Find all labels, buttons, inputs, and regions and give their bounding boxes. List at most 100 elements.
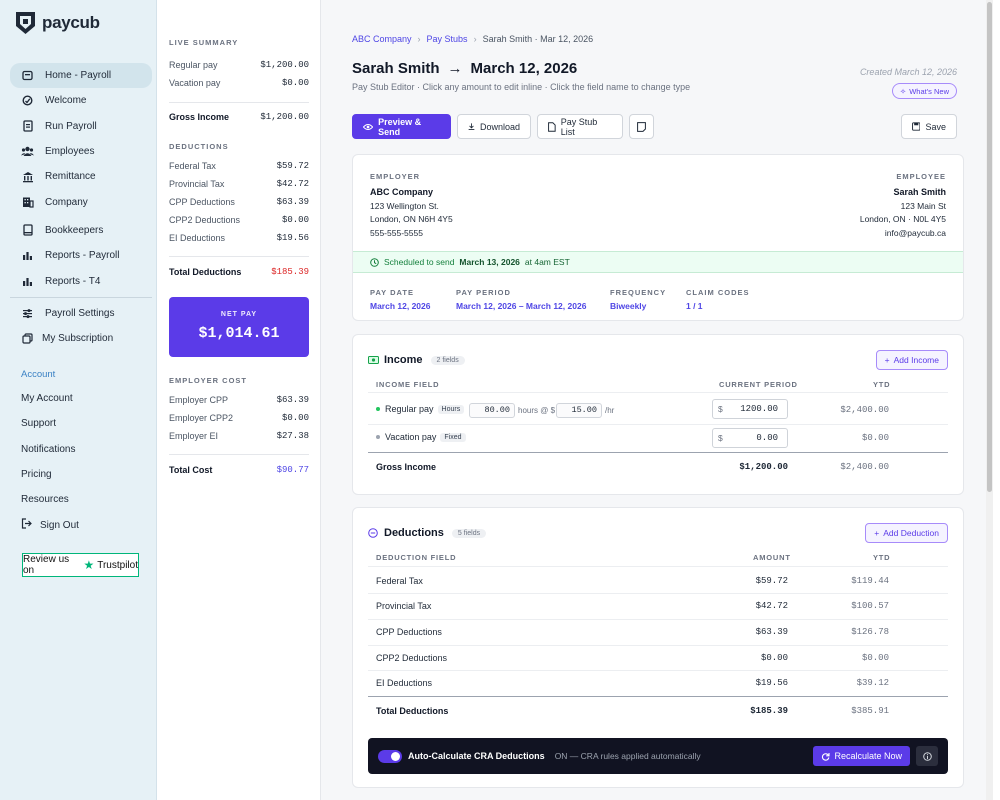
notes-button[interactable] bbox=[629, 114, 654, 139]
download-icon bbox=[468, 123, 475, 130]
download-button[interactable]: Download bbox=[457, 114, 531, 139]
per-hour-text: /hr bbox=[605, 406, 615, 415]
regular-pay-field[interactable]: Regular pay Hours bbox=[376, 404, 465, 414]
sidebar-item-notifications[interactable]: Notifications bbox=[21, 437, 79, 462]
sidebar-item-home-payroll[interactable]: Home - Payroll bbox=[10, 63, 152, 89]
pay-stub-list-button[interactable]: Pay Stub List bbox=[537, 114, 623, 139]
deduction-amount[interactable]: $19.56 bbox=[755, 678, 788, 688]
regular-pay-amount-input[interactable]: $ 1200.00 bbox=[712, 399, 788, 419]
pay-period-value[interactable]: March 12, 2026 – March 12, 2026 bbox=[456, 301, 587, 311]
deduction-label[interactable]: EI Deductions bbox=[376, 678, 433, 688]
deduction-amount[interactable]: $42.72 bbox=[755, 601, 788, 611]
sidebar-item-sign-out[interactable]: Sign Out bbox=[21, 512, 79, 537]
summary-row: Regular pay $1,200.00 bbox=[169, 60, 309, 70]
breadcrumb-pay-stubs[interactable]: Pay Stubs bbox=[426, 34, 468, 44]
bar-chart-icon bbox=[21, 275, 34, 288]
sidebar-item-remittance[interactable]: Remittance bbox=[10, 164, 152, 189]
gross-income-label: Gross Income bbox=[376, 462, 437, 472]
sidebar: paycub Home - Payroll Welcome Run Payrol… bbox=[0, 0, 157, 800]
net-pay-card: NET PAY $1,014.61 bbox=[169, 297, 309, 357]
deduction-label[interactable]: CPP2 Deductions bbox=[376, 653, 448, 663]
trustpilot-review-link[interactable]: Review us on ★ Trustpilot bbox=[22, 553, 139, 577]
trustpilot-prefix: Review us on bbox=[23, 554, 70, 576]
sidebar-item-bookkeepers[interactable]: Bookkeepers bbox=[10, 218, 152, 243]
sidebar-item-company[interactable]: Company bbox=[10, 189, 152, 214]
divider bbox=[169, 256, 309, 257]
sidebar-nav: Home - Payroll Welcome Run Payroll Emplo… bbox=[10, 63, 152, 351]
rate-input[interactable]: 15.00 bbox=[556, 403, 602, 418]
sidebar-item-my-subscription[interactable]: My Subscription bbox=[10, 326, 152, 351]
deduction-amount[interactable]: $59.72 bbox=[755, 576, 788, 586]
hand-icon bbox=[21, 94, 34, 107]
summary-label: Employer CPP2 bbox=[169, 413, 234, 423]
whats-new-button[interactable]: ✧ What's New bbox=[891, 83, 957, 99]
summary-total-deductions-row: Total Deductions $185.39 bbox=[169, 267, 309, 277]
sidebar-item-support[interactable]: Support bbox=[21, 411, 79, 436]
deduction-amount[interactable]: $63.39 bbox=[755, 627, 788, 637]
income-title: Income bbox=[384, 354, 423, 366]
pay-date-value[interactable]: March 12, 2026 bbox=[370, 301, 431, 311]
vacation-pay-field[interactable]: Vacation pay Fixed bbox=[376, 432, 466, 442]
total-deductions-label: Total Deductions bbox=[376, 706, 449, 716]
auto-calculate-toggle[interactable] bbox=[378, 749, 402, 763]
bank-icon bbox=[21, 170, 34, 183]
summary-gross-row: Gross Income $1,200.00 bbox=[169, 112, 309, 122]
preview-send-button[interactable]: Preview & Send bbox=[352, 114, 451, 139]
regular-pay-label: Regular pay bbox=[385, 404, 434, 414]
sidebar-item-welcome[interactable]: Welcome bbox=[10, 88, 152, 113]
brand-logo[interactable]: paycub bbox=[15, 11, 100, 35]
toggle-knob bbox=[391, 751, 400, 761]
sidebar-item-run-payroll[interactable]: Run Payroll bbox=[10, 114, 152, 139]
page-subtitle: Pay Stub Editor · Click any amount to ed… bbox=[352, 82, 691, 92]
bar-chart-icon bbox=[21, 249, 34, 262]
sidebar-item-reports-payroll[interactable]: Reports - Payroll bbox=[10, 243, 152, 268]
status-dot bbox=[376, 407, 380, 411]
hours-input[interactable]: 80.00 bbox=[469, 403, 515, 418]
recalculate-now-button[interactable]: Recalculate Now bbox=[813, 746, 910, 766]
sparkle-icon: ✧ bbox=[899, 86, 907, 96]
summary-label: EI Deductions bbox=[169, 233, 226, 243]
add-income-button[interactable]: + Add Income bbox=[875, 350, 948, 370]
summary-label: Gross Income bbox=[169, 112, 230, 122]
account-nav: My Account Support Notifications Pricing… bbox=[21, 386, 79, 538]
divider bbox=[368, 452, 948, 453]
claim-codes-value[interactable]: 1 / 1 bbox=[686, 301, 703, 311]
sidebar-item-label: Run Payroll bbox=[45, 120, 97, 132]
sidebar-item-reports-t4[interactable]: Reports - T4 bbox=[10, 268, 152, 293]
current-period-column-header: CURRENT PERIOD bbox=[719, 380, 798, 389]
regular-pay-ytd: $2,400.00 bbox=[840, 405, 889, 415]
schedule-banner: Scheduled to send March 13, 2026 at 4am … bbox=[353, 251, 963, 273]
vacation-pay-amount-input[interactable]: $ 0.00 bbox=[712, 428, 788, 448]
save-button[interactable]: Save bbox=[901, 114, 957, 139]
status-dot bbox=[376, 435, 380, 439]
deduction-label[interactable]: Provincial Tax bbox=[376, 601, 432, 611]
deduction-label[interactable]: CPP Deductions bbox=[376, 627, 442, 637]
summary-row: Employer EI $27.38 bbox=[169, 431, 309, 441]
deduction-ytd: $0.00 bbox=[861, 653, 889, 663]
summary-row: Employer CPP2 $0.00 bbox=[169, 413, 309, 423]
fixed-tag: Fixed bbox=[440, 432, 466, 442]
add-deduction-button[interactable]: + Add Deduction bbox=[865, 523, 948, 543]
deduction-ytd: $39.12 bbox=[856, 678, 889, 688]
scrollbar[interactable] bbox=[986, 0, 993, 800]
trustpilot-brand: Trustpilot bbox=[97, 559, 138, 571]
download-label: Download bbox=[479, 121, 520, 132]
scrollbar-thumb[interactable] bbox=[987, 2, 992, 492]
breadcrumb-company[interactable]: ABC Company bbox=[352, 34, 412, 44]
sidebar-item-employees[interactable]: Employees bbox=[10, 139, 152, 164]
summary-value: $1,200.00 bbox=[260, 112, 309, 122]
deduction-amount[interactable]: $0.00 bbox=[760, 653, 788, 663]
summary-value: $0.00 bbox=[281, 215, 309, 225]
summary-label: Total Deductions bbox=[169, 267, 242, 277]
employer-address-line1: 123 Wellington St. bbox=[370, 201, 439, 211]
sidebar-item-payroll-settings[interactable]: Payroll Settings bbox=[10, 301, 152, 326]
frequency-value[interactable]: Biweekly bbox=[610, 301, 647, 311]
sidebar-item-my-account[interactable]: My Account bbox=[21, 386, 79, 411]
summary-value: $27.38 bbox=[276, 431, 309, 441]
sidebar-item-resources[interactable]: Resources bbox=[21, 487, 79, 512]
info-button[interactable] bbox=[916, 746, 938, 766]
employer-address-line2: London, ON N6H 4Y5 bbox=[370, 214, 453, 224]
deduction-label[interactable]: Federal Tax bbox=[376, 576, 423, 586]
users-icon bbox=[21, 145, 34, 158]
sidebar-item-pricing[interactable]: Pricing bbox=[21, 462, 79, 487]
